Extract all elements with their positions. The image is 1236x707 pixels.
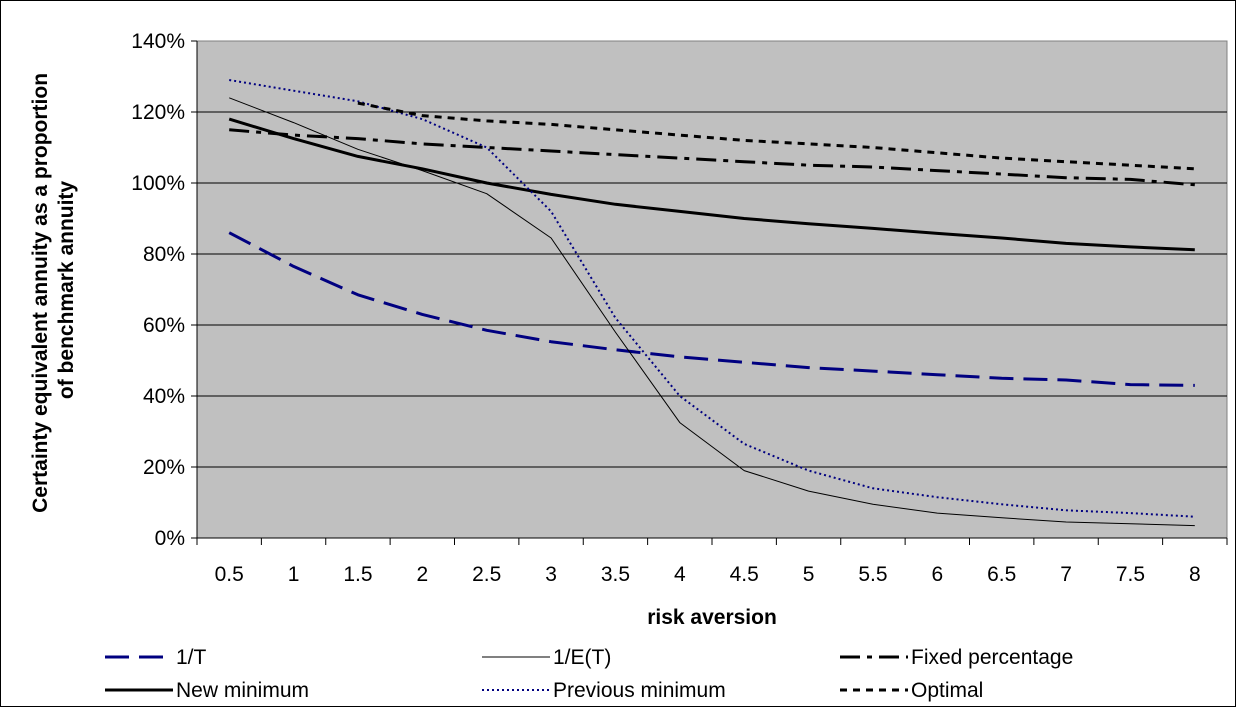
y-tick-labels: 0% 20% 40% 60% 80% 100% 120% 140% bbox=[131, 30, 185, 550]
series-line-1 bbox=[229, 97, 1195, 527]
legend-label: Previous minimum bbox=[553, 679, 726, 702]
y-tick-label: 0% bbox=[155, 527, 185, 550]
legend-item: 1/E(T) bbox=[482, 646, 611, 669]
legend-item: New minimum bbox=[105, 679, 309, 702]
x-tick-label: 3.5 bbox=[601, 563, 630, 586]
x-tick-label: 4 bbox=[674, 563, 686, 586]
x-tick-label: 1.5 bbox=[343, 563, 372, 586]
legend-label: New minimum bbox=[176, 679, 309, 702]
x-tick-label: 7.5 bbox=[1116, 563, 1145, 586]
legend-item: 1/T bbox=[105, 646, 207, 669]
x-tick-label: 0.5 bbox=[215, 563, 244, 586]
y-tick-label: 140% bbox=[131, 30, 185, 53]
legend-item: Fixed percentage bbox=[840, 646, 1073, 669]
x-tick-label: 6.5 bbox=[987, 563, 1016, 586]
legend-item: Previous minimum bbox=[482, 679, 726, 702]
x-tick-label: 5 bbox=[803, 563, 815, 586]
y-tick-label: 60% bbox=[143, 314, 185, 337]
gridlines bbox=[197, 111, 1227, 468]
axes bbox=[191, 40, 1228, 545]
y-axis-title-line2: of benchmark annuity bbox=[55, 181, 78, 400]
legend: 1/T 1/E(T) Fixed percentage New minimum Prev… bbox=[105, 646, 1073, 702]
x-tick-label: 2 bbox=[416, 563, 428, 586]
x-tick-label: 2.5 bbox=[472, 563, 501, 586]
y-tick-label: 120% bbox=[131, 101, 185, 124]
x-tick-labels: 0.5 1 1.5 2 2.5 3 3.5 4 4.5 5 5.5 6 6.5 7 7.5 8 bbox=[215, 563, 1201, 586]
legend-label: 1/E(T) bbox=[553, 646, 611, 669]
x-tick-label: 4.5 bbox=[730, 563, 759, 586]
y-tick-label: 100% bbox=[131, 172, 185, 195]
legend-label: Optimal bbox=[911, 679, 983, 702]
y-axis-title: Certainty equivalent annuity as a propor… bbox=[29, 67, 78, 513]
y-tick-label: 40% bbox=[143, 385, 185, 408]
x-tick-label: 3 bbox=[545, 563, 557, 586]
series-line-3 bbox=[228, 117, 1195, 252]
legend-label: Fixed percentage bbox=[911, 646, 1073, 669]
series-line-2 bbox=[229, 128, 1195, 187]
x-tick-label: 7 bbox=[1060, 563, 1072, 586]
y-tick-label: 20% bbox=[143, 456, 185, 479]
x-tick-label: 6 bbox=[931, 563, 943, 586]
x-axis-title: risk aversion bbox=[647, 606, 777, 629]
x-tick-label: 5.5 bbox=[858, 563, 887, 586]
legend-label: 1/T bbox=[176, 646, 207, 669]
series-line-5 bbox=[357, 101, 1195, 171]
y-tick-label: 80% bbox=[143, 243, 185, 266]
plot-area bbox=[196, 40, 1228, 539]
series-line-0 bbox=[228, 231, 1195, 387]
x-tick-label: 8 bbox=[1189, 563, 1201, 586]
y-axis-title-line1: Certainty equivalent annuity as a propor… bbox=[29, 73, 52, 513]
legend-item: Optimal bbox=[840, 679, 983, 702]
x-tick-label: 1 bbox=[288, 563, 300, 586]
series-lines bbox=[228, 79, 1195, 527]
